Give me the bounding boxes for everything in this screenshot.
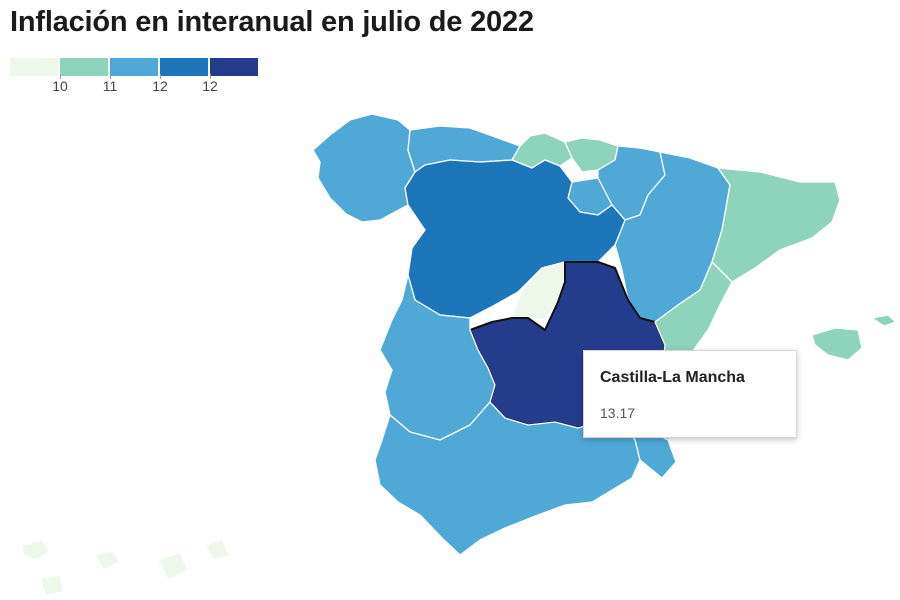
map-title: Inflación en interanual en julio de 2022 — [10, 6, 534, 38]
legend-tick-label: 10 — [52, 78, 68, 94]
region-tooltip: Castilla-La Mancha 13.17 — [583, 350, 797, 438]
color-legend: 10 11 12 12 — [10, 58, 258, 96]
legend-ticks: 10 11 12 12 — [10, 74, 258, 96]
region-andalucia[interactable]: Andalucía — [374, 401, 641, 556]
legend-tick-label: 11 — [102, 78, 118, 94]
legend-swatch — [210, 58, 258, 76]
legend-swatch — [110, 58, 158, 76]
region-galicia[interactable]: Galicia — [312, 113, 416, 223]
tooltip-region-name: Castilla-La Mancha — [600, 369, 745, 386]
region-illes-balears[interactable]: Illes Balears — [779, 314, 897, 387]
legend-tick-label: 12 — [152, 78, 168, 94]
region-cataluna[interactable]: Cataluña — [711, 167, 841, 283]
region-castilla-y-leon[interactable]: Castilla y León — [404, 159, 626, 319]
region-canarias[interactable]: Canarias — [21, 539, 231, 596]
legend-swatch — [160, 58, 208, 76]
legend-swatch — [60, 58, 108, 76]
tooltip-region-value: 13.17 — [600, 405, 636, 421]
legend-swatches — [10, 58, 258, 76]
legend-swatch — [10, 58, 58, 76]
legend-tick-label: 12 — [202, 78, 218, 94]
